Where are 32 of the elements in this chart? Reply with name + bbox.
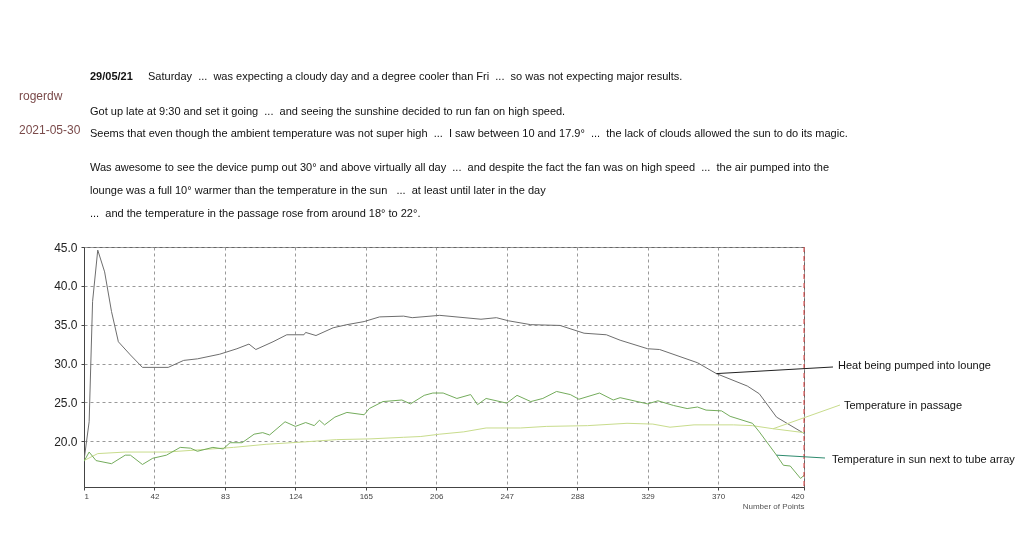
chart-title: 29/05/21 [90,70,133,82]
x-tick-label: 329 [641,491,656,501]
text: Temperature in sun next to tube array [832,453,1016,465]
text: Temperature in passage [844,399,963,411]
x-tick-label: 42 [150,491,160,501]
x-tick-label: 370 [711,491,726,501]
line-series [84,390,804,479]
x-tick-label: 1 [84,491,90,501]
x-tick-label: 247 [500,491,515,501]
text: ... and the temperature in the passage rose from around 18° to 22°. [90,207,421,219]
x-tick-label: 124 [289,491,304,501]
x-tick-label: 83 [220,491,231,501]
x-tick-label: 165 [359,491,374,501]
y-tick-label: 20.0 [54,434,78,449]
text: Was awesome to see the device pump out 30° and above virtually all day ... and despite the fact the fan was on high speed ... the air pumped into the [90,161,829,173]
y-tick-label: 40.0 [54,279,78,294]
x-tick-label: 206 [430,491,444,501]
line-series [84,422,804,462]
text: 2021-05-30 [19,123,81,137]
y-tick-label: 25.0 [54,395,78,410]
x-tick-label: 420 [791,491,806,501]
y-tick-label: 35.0 [54,318,78,333]
text: Heat being pumped into lounge [838,359,991,371]
x-tick-label: 288 [570,491,585,501]
x-axis-title: Number of Points [742,501,805,511]
text: rogerdw [19,89,63,103]
text: Saturday ... was expecting a cloudy day and a degree cooler than Fri ... so was not expecting major results. [148,70,683,82]
text: Got up late at 9:30 and set it going ... and seeing the sunshine decided to run fan on high speed. [90,105,566,117]
text: Seems that even though the ambient temperature was not super high ... I saw between 10 and 17.9° ... the lack of clouds allowed the sun to do its magic. [90,127,848,139]
text: lounge was a full 10° warmer than the temperature in the sun ... at least until later in the day [90,184,546,196]
y-tick-label: 45.0 [54,240,78,255]
y-tick-label: 30.0 [54,357,78,371]
